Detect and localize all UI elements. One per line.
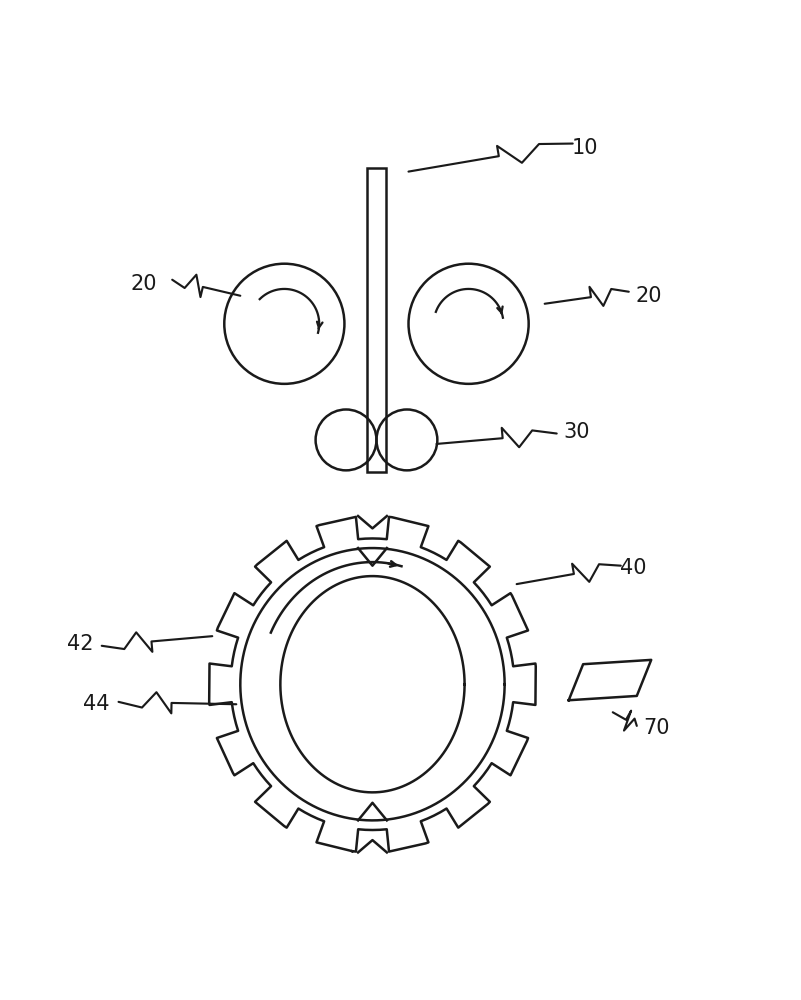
Text: 30: 30 [563, 422, 590, 442]
Text: 20: 20 [131, 274, 158, 294]
Text: 44: 44 [83, 694, 110, 714]
Text: 20: 20 [635, 286, 662, 306]
Text: 42: 42 [66, 634, 94, 654]
Text: 70: 70 [643, 718, 670, 738]
Text: 40: 40 [619, 558, 646, 578]
Text: 10: 10 [571, 138, 598, 158]
